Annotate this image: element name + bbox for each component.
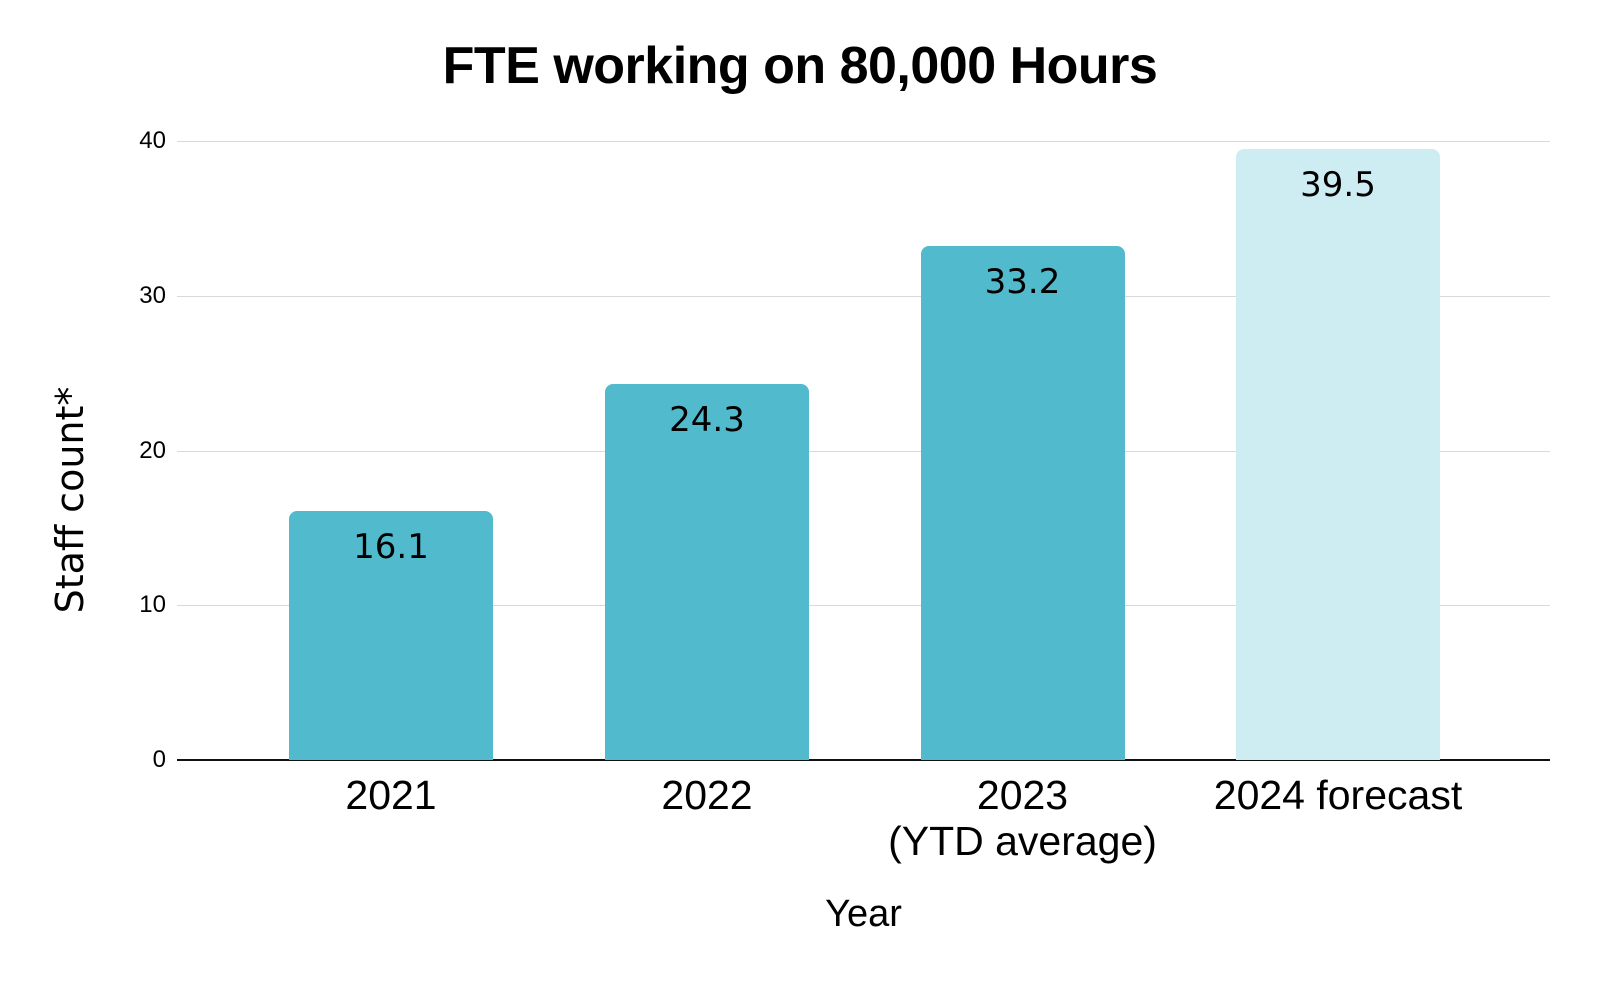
gridline-10 [177,605,1550,607]
y-tick-label: 30 [139,281,166,309]
x-tick-label: 2021 [345,772,437,818]
y-axis-title: Staff count* [48,386,92,614]
gridline-20 [177,450,1550,452]
bar-value-label: 39.5 [1300,164,1376,205]
chart-title: FTE working on 80,000 Hours [442,37,1158,95]
gridline-30 [177,295,1550,297]
bar-value-label: 24.3 [669,399,745,440]
bar-2023: 33.2 [920,246,1125,760]
plot-area: 16.1 24.3 33.2 39.5 [177,141,1550,761]
y-tick-label: 10 [139,591,166,619]
bar-value-label: 33.2 [984,262,1061,303]
x-axis-line [177,759,1550,761]
y-tick-label: 40 [139,127,166,154]
gridline-40 [177,141,1550,142]
x-axis-title: Year [825,893,902,935]
x-tick-label: 2022 [661,772,753,818]
bar-2022: 24.3 [605,383,809,760]
x-tick-label: 2024 forecast [1213,772,1463,818]
bar-value-label: 16.1 [353,526,429,567]
x-tick-label: 2023 (YTD average) [888,772,1157,864]
bar-2024 forecast: 39.5 [1236,148,1440,760]
y-tick-label: 0 [152,746,166,773]
bar-2021: 16.1 [289,510,493,760]
y-tick-label: 20 [139,436,166,464]
